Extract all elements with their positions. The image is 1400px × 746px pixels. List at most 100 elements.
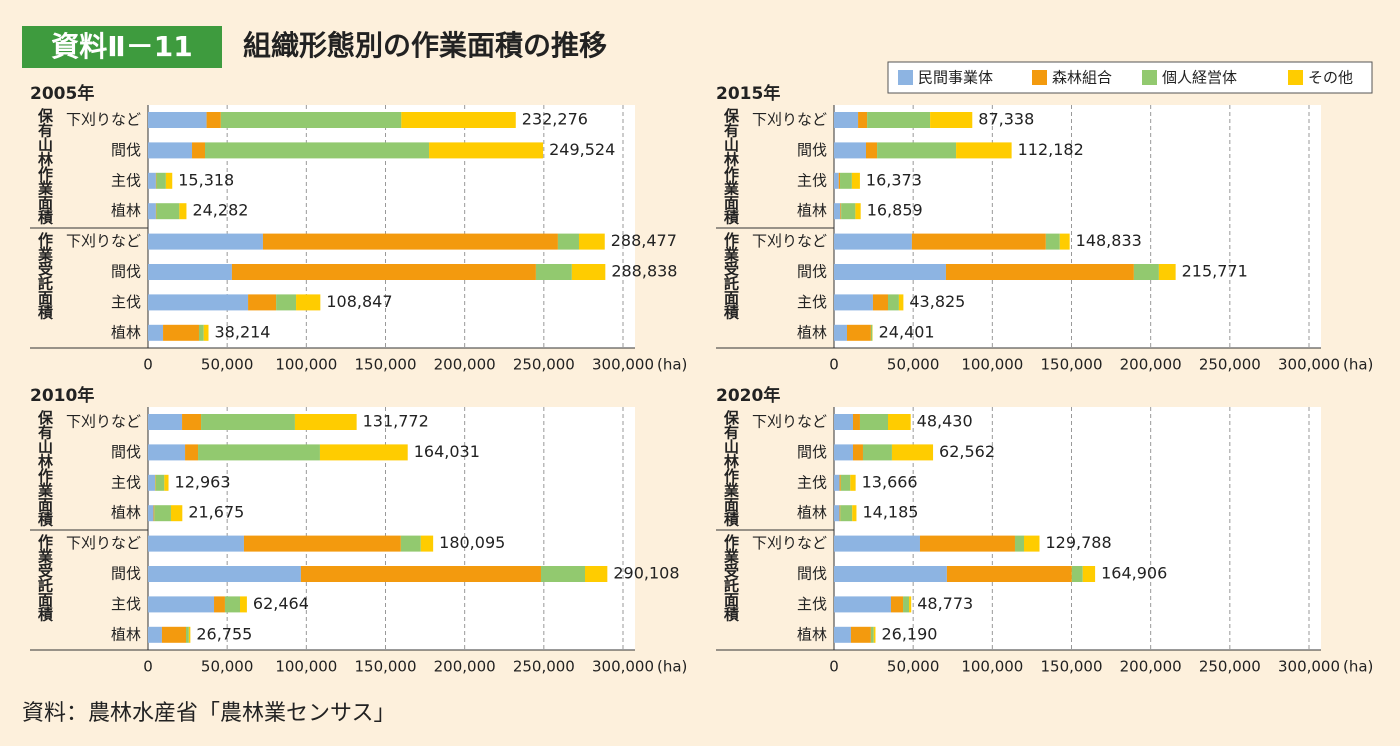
bar-segment [1082, 566, 1096, 582]
x-tick-label: 50,000 [887, 356, 940, 374]
total-label: 112,182 [1018, 140, 1084, 159]
x-tick-label: 100,000 [961, 356, 1023, 374]
legend-swatch [1032, 70, 1047, 85]
bar-segment [834, 505, 840, 522]
bar-segment [203, 324, 209, 341]
total-label: 26,190 [881, 624, 937, 643]
bar-segment [198, 444, 320, 461]
y-tick-label: 主伐 [797, 293, 827, 311]
group-label: 保有山林作業面積 [36, 409, 54, 528]
x-tick-label: 250,000 [1199, 356, 1261, 374]
bar-segment [1158, 264, 1176, 280]
bar-segment [148, 233, 263, 250]
chart-title: 2020年 [716, 385, 780, 406]
bar-segment [163, 324, 199, 341]
x-tick-label: 50,000 [201, 658, 254, 676]
plot-area [148, 407, 635, 650]
bar-segment [239, 596, 247, 613]
total-label: 108,847 [326, 292, 392, 311]
x-tick-label: 300,000 [1278, 356, 1340, 374]
y-tick-label: 植林 [797, 504, 827, 522]
y-tick-label: 下刈りなど [66, 534, 141, 552]
bar-segment [319, 444, 408, 461]
bar-segment [834, 414, 853, 430]
y-tick-label: 主伐 [111, 293, 141, 311]
x-tick-label: 100,000 [275, 658, 337, 676]
bar-segment [859, 414, 888, 430]
bar-segment [909, 596, 912, 613]
bar-segment [887, 294, 899, 311]
x-tick-label: 150,000 [354, 356, 416, 374]
y-tick-label: 植林 [111, 202, 141, 220]
page-title: 組織形態別の作業面積の推移 [243, 29, 607, 62]
total-label: 290,108 [613, 564, 679, 583]
bar-segment [276, 294, 297, 311]
bar-segment [198, 324, 204, 341]
bar-segment [891, 596, 904, 613]
bar-segment [164, 474, 169, 491]
bar-segment [170, 505, 183, 522]
bar-segment [839, 474, 841, 491]
x-unit: (ha) [1343, 658, 1373, 676]
bar-segment [946, 566, 1072, 582]
x-tick-label: 250,000 [513, 356, 575, 374]
bar-segment [834, 566, 947, 582]
bar-segment [148, 444, 186, 461]
total-label: 48,430 [917, 412, 973, 431]
total-label: 62,464 [253, 594, 309, 613]
x-tick-label: 200,000 [434, 356, 496, 374]
x-tick-label: 150,000 [354, 658, 416, 676]
x-tick-label: 250,000 [513, 658, 575, 676]
y-tick-label: 主伐 [111, 595, 141, 613]
bar-segment [156, 172, 166, 189]
total-label: 288,477 [611, 231, 677, 250]
source: 資料：農林水産省「農林業センサス」 [22, 701, 396, 726]
badge-box [22, 26, 222, 68]
bar-segment [201, 414, 295, 430]
total-label: 288,838 [611, 262, 677, 281]
bar-segment [887, 414, 911, 430]
total-label: 13,666 [862, 472, 918, 491]
bar-segment [930, 112, 973, 128]
y-tick-label: 植林 [797, 202, 827, 220]
total-label: 62,562 [939, 442, 995, 461]
total-label: 48,773 [917, 594, 973, 613]
bar-segment [840, 505, 853, 522]
bar-segment [185, 444, 199, 461]
total-label: 131,772 [363, 412, 429, 431]
x-tick-label: 0 [829, 658, 839, 676]
y-tick-label: 間伐 [797, 565, 827, 583]
bar-segment [870, 626, 874, 643]
bar-segment [834, 172, 839, 189]
x-tick-label: 300,000 [592, 658, 654, 676]
bar-segment [578, 233, 605, 250]
legend-swatch [1288, 70, 1303, 85]
bar-segment [420, 535, 434, 552]
bar-segment [182, 414, 202, 430]
legend-label: 森林組合 [1052, 69, 1112, 87]
y-tick-label: 主伐 [797, 473, 827, 491]
bar-segment [853, 444, 863, 461]
total-label: 43,825 [909, 292, 965, 311]
bar-segment [148, 414, 183, 430]
bar-segment [1045, 233, 1060, 250]
bar-segment [834, 474, 840, 491]
bar-segment [186, 626, 189, 643]
group-label: 作業受託面積 [722, 231, 740, 321]
y-tick-label: 下刈りなど [66, 232, 141, 250]
bar-segment [148, 172, 156, 189]
bar-segment [557, 233, 579, 250]
x-tick-label: 100,000 [275, 356, 337, 374]
bar-segment [188, 626, 191, 643]
bar-segment [155, 474, 165, 491]
x-unit: (ha) [657, 658, 687, 676]
bar-segment [224, 596, 240, 613]
bar-segment [1133, 264, 1159, 280]
y-tick-label: 間伐 [797, 443, 827, 461]
x-tick-label: 100,000 [961, 658, 1023, 676]
bar-segment [873, 626, 876, 643]
total-label: 87,338 [978, 110, 1034, 129]
x-tick-label: 300,000 [1278, 658, 1340, 676]
y-tick-label: 植林 [797, 323, 827, 341]
